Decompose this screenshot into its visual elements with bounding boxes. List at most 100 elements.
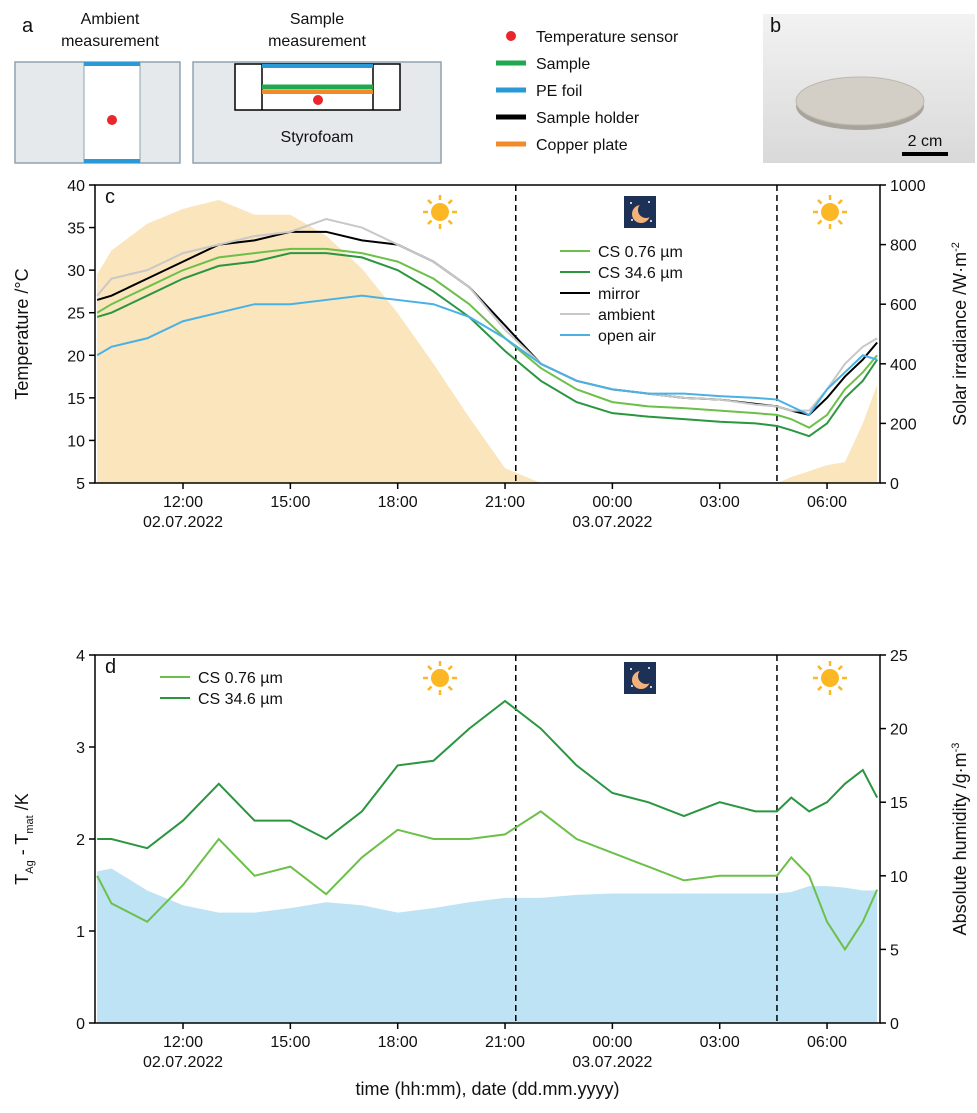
panel-label: a — [22, 15, 34, 37]
material-legend: Temperature sensor Sample PE foil Sample ho… — [496, 29, 679, 154]
sun-ray — [427, 665, 433, 671]
x-tick-label: 12:00 — [163, 1034, 203, 1051]
sun-ray — [427, 219, 433, 225]
y2-tick-label: 800 — [890, 238, 917, 255]
sun-ray — [427, 199, 433, 205]
photo — [763, 14, 975, 163]
sun-ray — [837, 685, 843, 691]
area — [97, 868, 878, 1023]
label-part: Solar irradiance /W·m — [950, 252, 970, 426]
x-tick-label: 21:00 — [485, 1034, 525, 1051]
label-part: - T — [12, 834, 32, 861]
star — [630, 668, 632, 670]
sample-diagram — [192, 61, 442, 164]
diagram-title: Ambient — [81, 11, 140, 28]
sun-disc — [431, 203, 449, 221]
y2-tick-label: 20 — [890, 722, 908, 739]
label-part: Temperature /°C — [12, 268, 32, 399]
ambient-diagram — [14, 61, 181, 164]
sun-ray — [817, 219, 823, 225]
panel-label: b — [770, 15, 781, 37]
star — [650, 220, 652, 222]
scale-label: 2 cm — [908, 133, 943, 150]
y2-tick-label: 15 — [890, 795, 908, 812]
x-tick-label: 03:00 — [700, 494, 740, 511]
star — [648, 201, 650, 203]
moon-icon — [624, 662, 656, 694]
y2-tick-label: 1000 — [890, 178, 926, 195]
plot-frame — [94, 184, 881, 484]
y-tick-label: 3 — [76, 740, 85, 757]
sun-ray — [817, 685, 823, 691]
sun-ray — [447, 665, 453, 671]
diagram-title: measurement — [61, 33, 159, 50]
y-tick-label: 15 — [67, 391, 85, 408]
sun-ray — [447, 219, 453, 225]
sun-ray — [427, 685, 433, 691]
area — [97, 199, 878, 483]
y2-tick-label: 10 — [890, 869, 908, 886]
y2-tick-label: 25 — [890, 648, 908, 665]
star — [631, 685, 633, 687]
y-tick-label: 35 — [67, 221, 85, 238]
x-tick-label: 18:00 — [378, 494, 418, 511]
star — [648, 667, 650, 669]
y-tick-label: 5 — [76, 476, 85, 493]
x-tick-label: 15:00 — [270, 1034, 310, 1051]
sun-ray — [837, 199, 843, 205]
x-date-label: 02.07.2022 — [143, 1054, 223, 1071]
y2-tick-label: 400 — [890, 357, 917, 374]
series-line — [97, 699, 879, 850]
y2-tick-label: 0 — [890, 1016, 899, 1033]
series-line — [96, 252, 878, 438]
y2-axis-label: Solar irradiance /W·m-2 — [950, 242, 970, 426]
y-tick-label: 25 — [67, 306, 85, 323]
y-tick-label: 0 — [76, 1016, 85, 1033]
sun-ray — [837, 665, 843, 671]
label-part: /K — [12, 793, 32, 815]
y-tick-label: 2 — [76, 832, 85, 849]
legend-label: mirror — [598, 286, 640, 303]
moon-cut — [638, 202, 654, 218]
series-line — [96, 810, 879, 952]
diagram-label: Styrofoam — [281, 129, 354, 146]
y-axis-label: TAg - Tmat /K — [12, 793, 36, 885]
y-tick-label: 1 — [76, 924, 85, 941]
y-tick-label: 20 — [67, 348, 85, 365]
x-tick-label: 00:00 — [592, 1034, 632, 1051]
x-date-label: 03.07.2022 — [572, 1054, 652, 1071]
panel-label: d — [105, 656, 116, 678]
series-line — [96, 294, 878, 417]
sun-disc — [431, 669, 449, 687]
legend-label: open air — [598, 328, 656, 345]
x-tick-label: 21:00 — [485, 494, 525, 511]
y2-tick-label: 0 — [890, 476, 899, 493]
x-date-label: 02.07.2022 — [143, 514, 223, 531]
moon-icon — [624, 196, 656, 228]
sun-icon — [423, 661, 457, 695]
legend-label: CS 34.6 µm — [198, 691, 283, 708]
x-tick-label: 00:00 — [592, 494, 632, 511]
label-part: Ag — [24, 860, 36, 873]
label-part: Absolute humidity /g·m — [950, 752, 970, 935]
legend-label: Sample holder — [536, 110, 640, 127]
star — [630, 202, 632, 204]
star — [631, 219, 633, 221]
star — [650, 686, 652, 688]
y-axis-label: Temperature /°C — [12, 268, 32, 399]
y-tick-label: 30 — [67, 263, 85, 280]
legend-label: Copper plate — [536, 137, 628, 154]
y2-tick-label: 200 — [890, 416, 917, 433]
x-tick-label: 12:00 — [163, 494, 203, 511]
label-part: T — [12, 874, 32, 885]
x-tick-label: 15:00 — [270, 494, 310, 511]
y-tick-label: 10 — [67, 433, 85, 450]
diagram-title: measurement — [268, 33, 366, 50]
label-part: mat — [24, 815, 36, 833]
y2-tick-label: 5 — [890, 942, 899, 959]
moon-cut — [638, 668, 654, 684]
legend-label: CS 34.6 µm — [598, 265, 683, 282]
y2-tick-label: 600 — [890, 297, 917, 314]
sun-icon — [813, 661, 847, 695]
